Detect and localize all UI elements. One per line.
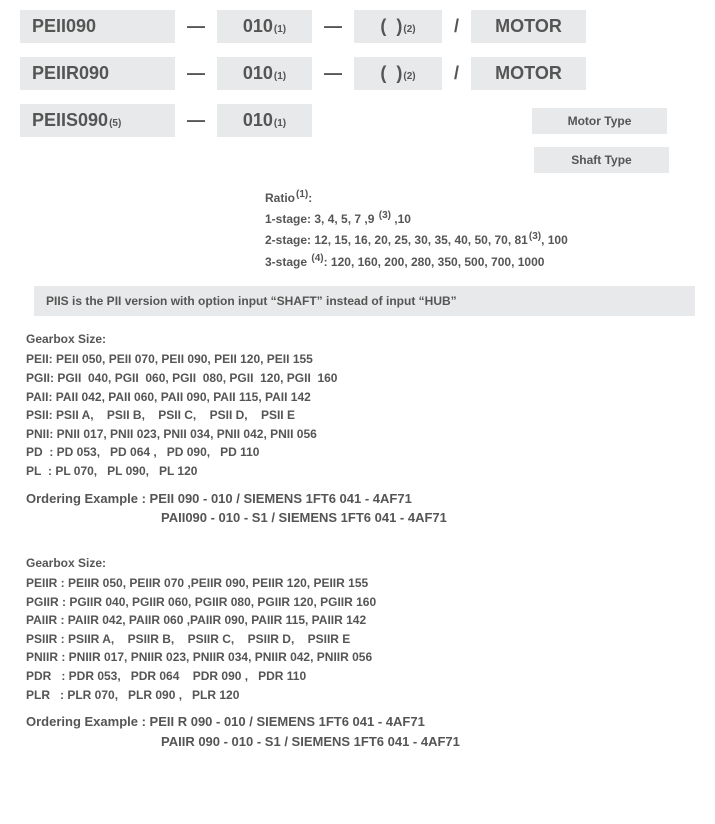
text: ,10 [391,212,411,226]
option-sup: (2) [403,24,415,35]
ratio-sup: (1) [274,118,286,129]
code-box: PEIIS090 (5) [20,104,175,137]
code-text: PEIIS090 [32,110,108,131]
slash: / [442,16,471,37]
list-line: PAIIR : PAIIR 042, PAIIR 060 ,PAIIR 090,… [26,611,695,630]
example-line: Ordering Example : PEII 090 - 010 / SIEM… [26,489,695,509]
ratio-text: 010 [243,110,273,131]
code-box: PEIIR090 [20,57,175,90]
ordering-example-1: Ordering Example : PEII 090 - 010 / SIEM… [26,489,695,528]
text: 2-stage: 12, 15, 16, 20, 25, 30, 35, 40,… [265,233,528,247]
shaft-type-row: Shaft Type [20,147,695,173]
dash: — [312,63,354,84]
option-box: ( ) (2) [354,57,442,90]
list-line: PLR : PLR 070, PLR 090 , PLR 120 [26,686,695,705]
order-row-3: PEIIS090 (5) — 010 (1) Motor Type [20,104,695,137]
order-row-1: PEII090 — 010 (1) — ( ) (2) / MOTOR [20,10,695,43]
ratio-line-1: 1-stage: 3, 4, 5, 7 ,9 (3) ,10 [265,208,695,229]
dash: — [175,16,217,37]
code-sup: (5) [109,118,121,129]
gearbox-size-1: Gearbox Size: PEII: PEII 050, PEII 070, … [26,330,695,481]
ordering-example-2: Ordering Example : PEII R 090 - 010 / SI… [26,712,695,751]
text: 1-stage: 3, 4, 5, 7 ,9 [265,212,378,226]
section-header: Gearbox Size: [26,330,695,349]
list-line: PD : PD 053, PD 064 , PD 090, PD 110 [26,443,695,462]
dash: — [175,63,217,84]
section-header: Gearbox Size: [26,554,695,573]
sup: (3) [379,210,391,221]
option-text: ( ) [380,16,402,37]
example-line: Ordering Example : PEII R 090 - 010 / SI… [26,712,695,732]
list-line: PGIIR : PGIIR 040, PGIIR 060, PGIIR 080,… [26,593,695,612]
option-box: ( ) (2) [354,10,442,43]
ratio-line-2: 2-stage: 12, 15, 16, 20, 25, 30, 35, 40,… [265,229,695,250]
order-row-2: PEIIR090 — 010 (1) — ( ) (2) / MOTOR [20,57,695,90]
sup: (3) [529,231,541,242]
list-line: PNII: PNII 017, PNII 023, PNII 034, PNII… [26,425,695,444]
list-line: PL : PL 070, PL 090, PL 120 [26,462,695,481]
motor-text: MOTOR [495,16,562,37]
ratio-block: Ratio(1): 1-stage: 3, 4, 5, 7 ,9 (3) ,10… [265,187,695,272]
ratio-title-sup: (1) [296,189,308,200]
text: : 120, 160, 200, 280, 350, 500, 700, 100… [324,255,545,269]
ratio-text: 010 [243,16,273,37]
dash: — [312,16,354,37]
piis-note: PIIS is the PII version with option inpu… [34,286,695,316]
list-line: PAII: PAII 042, PAII 060, PAII 090, PAII… [26,388,695,407]
ratio-sup: (1) [274,71,286,82]
option-text: ( ) [380,63,402,84]
option-sup: (2) [403,71,415,82]
sup: (4) [311,253,323,264]
ratio-text: 010 [243,63,273,84]
code-text: PEII090 [32,16,96,37]
text: 3-stage [265,255,310,269]
ratio-box: 010 (1) [217,104,312,137]
ratio-title-line: Ratio(1): [265,187,695,208]
example-line: PAIIR 090 - 010 - S1 / SIEMENS 1FT6 041 … [161,732,695,752]
list-line: PNIIR : PNIIR 017, PNIIR 023, PNIIR 034,… [26,648,695,667]
ratio-colon: : [308,191,312,205]
list-line: PEII: PEII 050, PEII 070, PEII 090, PEII… [26,350,695,369]
motor-box: MOTOR [471,57,586,90]
dash: — [175,110,217,131]
list-line: PGII: PGII 040, PGII 060, PGII 080, PGII… [26,369,695,388]
ratio-line-3: 3-stage (4): 120, 160, 200, 280, 350, 50… [265,251,695,272]
list-line: PSIIR : PSIIR A, PSIIR B, PSIIR C, PSIIR… [26,630,695,649]
ratio-title: Ratio [265,191,295,205]
code-box: PEII090 [20,10,175,43]
motor-text: MOTOR [495,63,562,84]
slash: / [442,63,471,84]
list-line: PEIIR : PEIIR 050, PEIIR 070 ,PEIIR 090,… [26,574,695,593]
list-line: PSII: PSII A, PSII B, PSII C, PSII D, PS… [26,406,695,425]
list-line: PDR : PDR 053, PDR 064 PDR 090 , PDR 110 [26,667,695,686]
gearbox-size-2: Gearbox Size: PEIIR : PEIIR 050, PEIIR 0… [26,554,695,705]
ratio-sup: (1) [274,24,286,35]
motor-type-label: Motor Type [532,108,667,134]
text: , 100 [541,233,568,247]
example-line: PAII090 - 010 - S1 / SIEMENS 1FT6 041 - … [161,508,695,528]
ratio-box: 010 (1) [217,10,312,43]
code-text: PEIIR090 [32,63,109,84]
shaft-type-label: Shaft Type [534,147,669,173]
motor-box: MOTOR [471,10,586,43]
ratio-box: 010 (1) [217,57,312,90]
